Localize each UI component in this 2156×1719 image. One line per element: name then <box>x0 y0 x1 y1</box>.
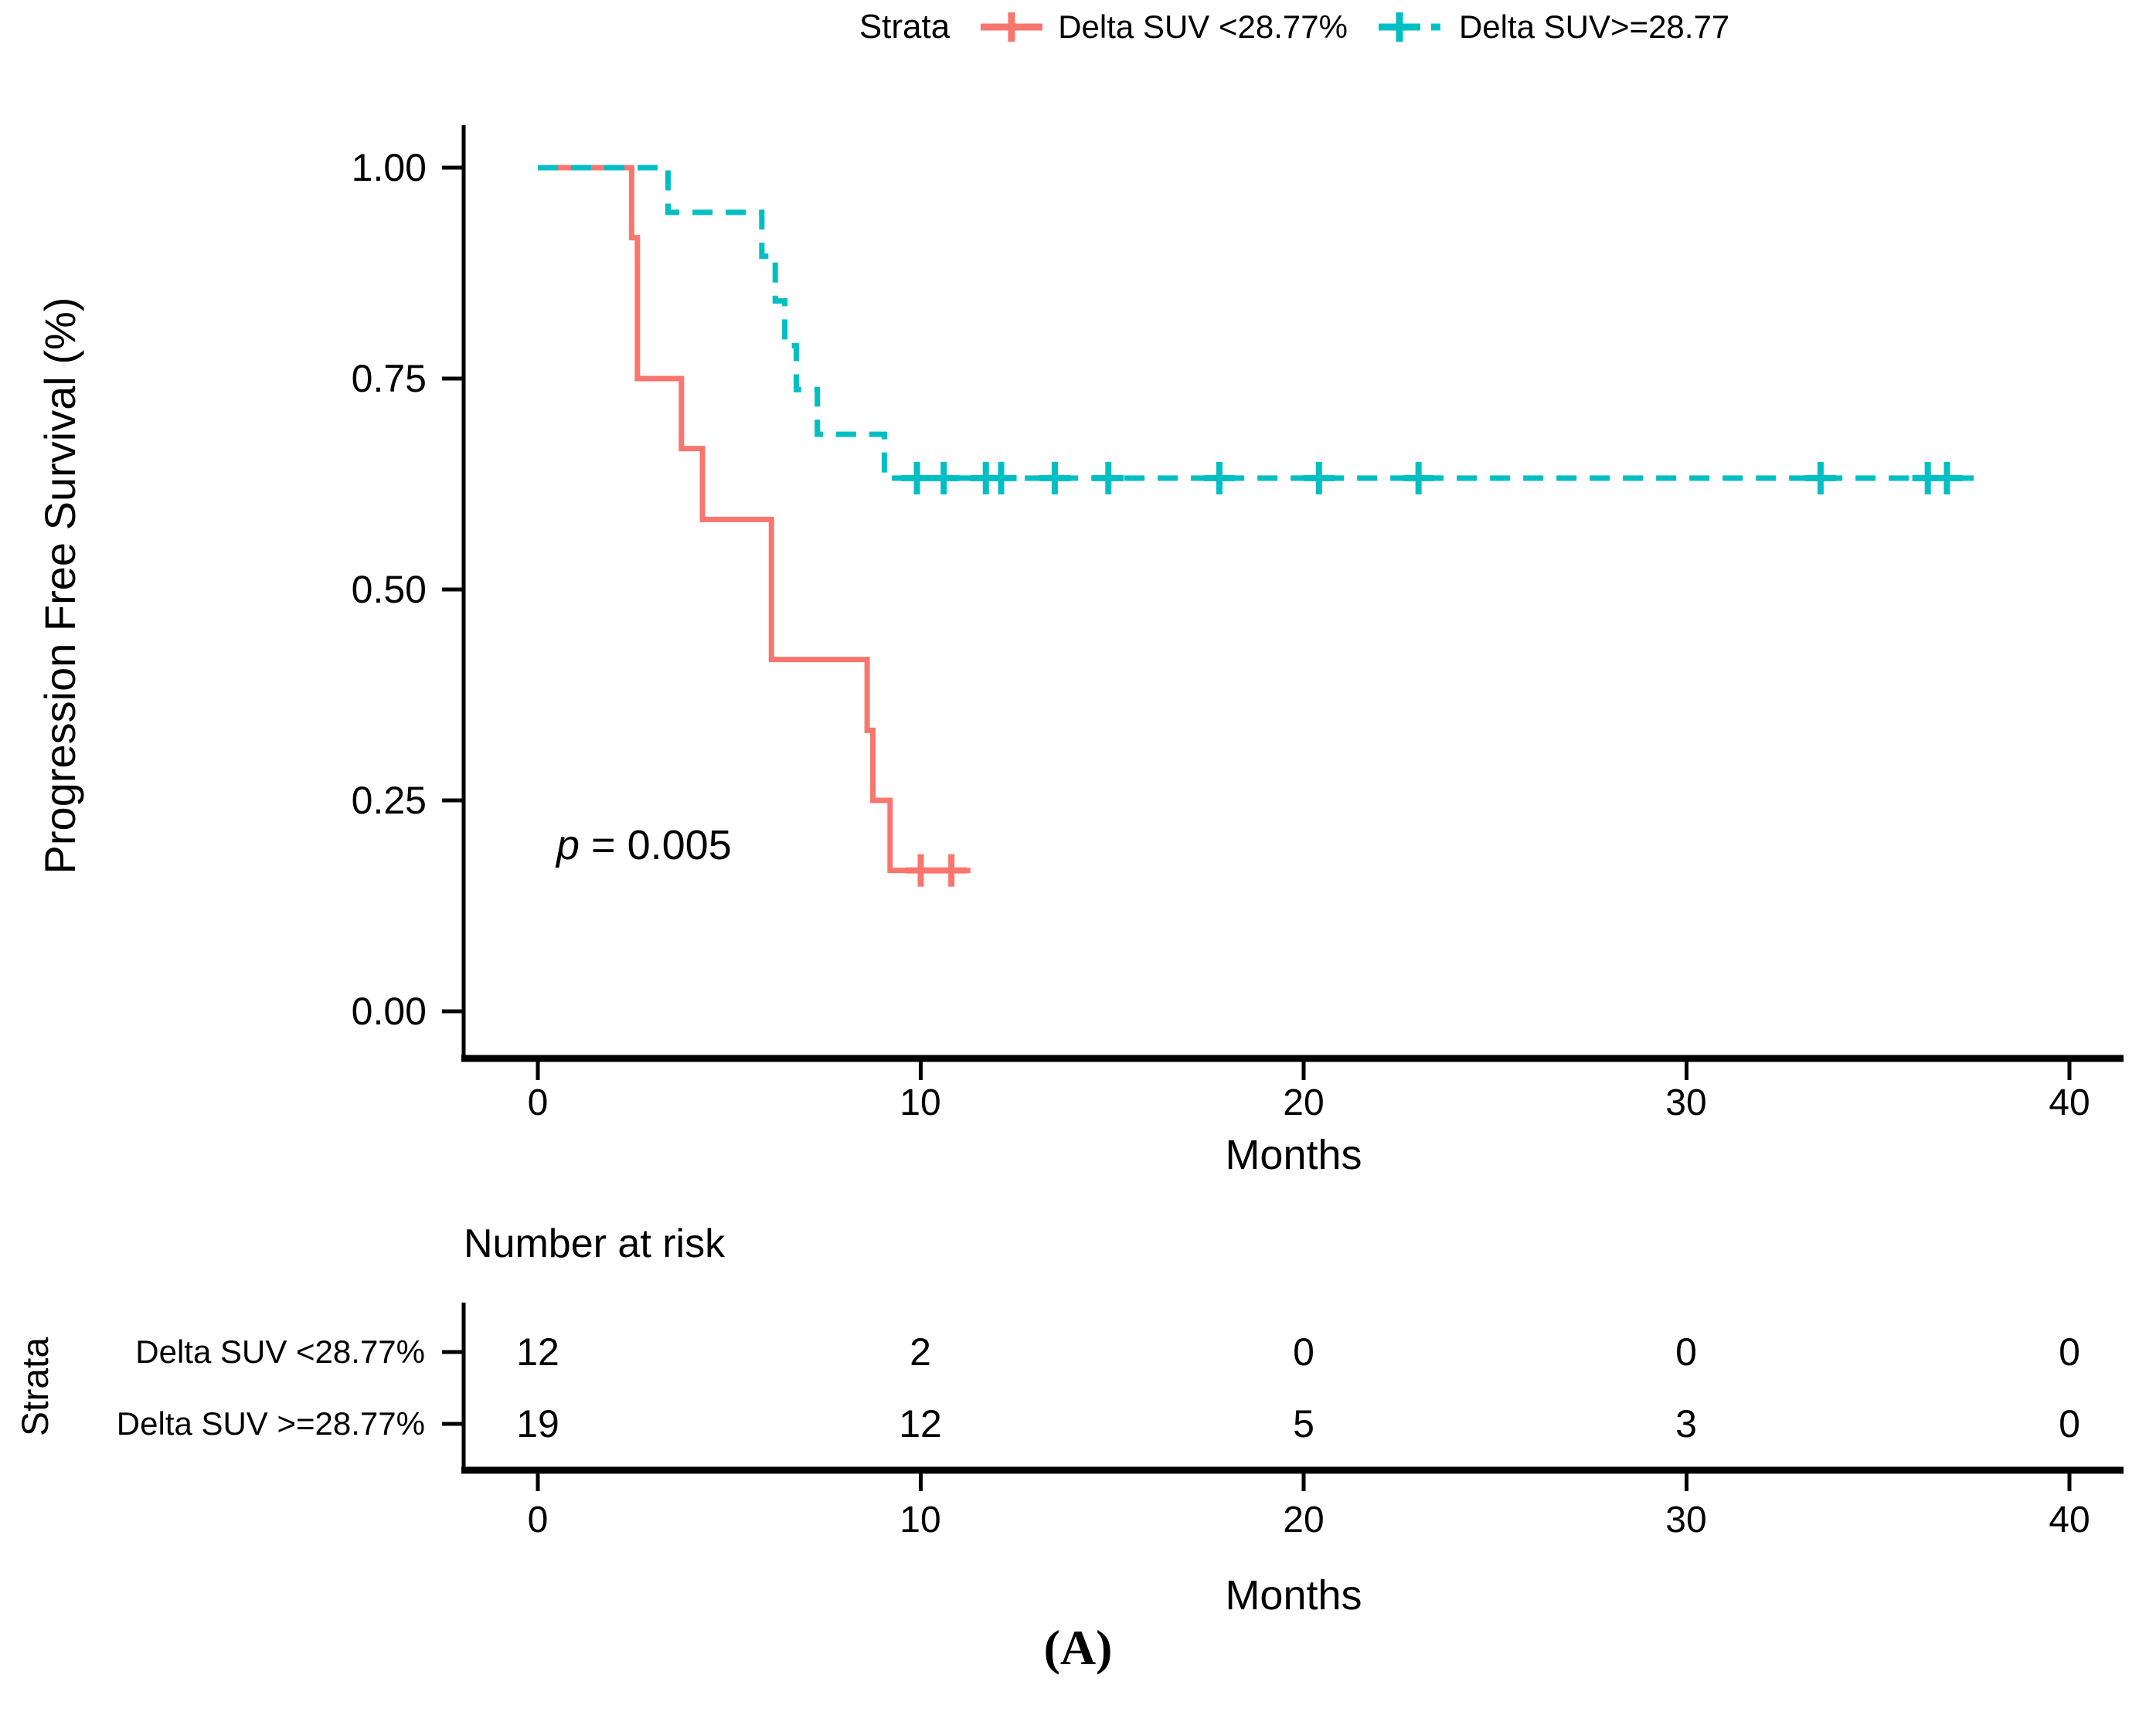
risk-table-x-ticks <box>536 1470 2072 1491</box>
legend-title: Strata <box>859 8 950 46</box>
risk-row-label: Delta SUV <28.77% <box>135 1333 425 1370</box>
dashed-line-cross-icon <box>1378 12 1440 42</box>
y-tick-label: 0.25 <box>351 779 427 822</box>
x-axis-ticks <box>536 1058 2072 1080</box>
y-tick-label: 0.75 <box>351 357 427 400</box>
x-tick-label: 20 <box>1283 1500 1325 1541</box>
figure-panel-label: (A) <box>1043 1620 1113 1675</box>
survival-curve-low <box>538 165 971 874</box>
y-axis-ticks <box>442 165 464 1014</box>
risk-count: 5 <box>1293 1402 1314 1446</box>
x-tick-label: 30 <box>1665 1500 1707 1541</box>
legend-item-high: Delta SUV>=28.77 <box>1376 5 1729 49</box>
y-tick-label: 1.00 <box>351 146 427 189</box>
risk-count: 0 <box>2059 1330 2080 1374</box>
risk-count: 0 <box>2059 1402 2080 1446</box>
solid-line-cross-icon <box>981 12 1043 42</box>
x-tick-label: 0 <box>527 1500 549 1541</box>
p-value-text: = 0.005 <box>580 822 732 868</box>
risk-table-row-ticks <box>442 1350 464 1426</box>
x-tick-label: 10 <box>899 1500 941 1541</box>
x-tick-label: 40 <box>2049 1500 2090 1541</box>
x-axis-title: Months <box>1225 1132 1362 1178</box>
risk-count: 12 <box>516 1330 559 1374</box>
risk-row-label: Delta SUV >=28.77% <box>116 1405 425 1442</box>
risk-count: 12 <box>899 1402 942 1446</box>
legend: Strata Delta SUV <28.77% Delta SUV>=28.7… <box>464 5 2125 49</box>
risk-count: 0 <box>1675 1330 1697 1374</box>
x-tick-label: 30 <box>1665 1082 1707 1123</box>
legend-item-label: Delta SUV <28.77% <box>1058 8 1348 45</box>
censor-marks-high <box>901 461 1963 494</box>
risk-table-x-axis-title: Months <box>1225 1572 1362 1619</box>
risk-count: 0 <box>1293 1330 1314 1374</box>
x-tick-label: 10 <box>899 1082 941 1123</box>
y-tick-label: 0.00 <box>351 990 427 1033</box>
risk-count: 19 <box>516 1402 559 1446</box>
survival-curve-high <box>538 165 1974 481</box>
p-value-annotation: p = 0.005 <box>556 822 732 868</box>
p-symbol: p <box>556 822 580 868</box>
y-tick-label: 0.50 <box>351 568 427 611</box>
legend-item-low: Delta SUV <28.77% <box>978 5 1348 49</box>
x-tick-label: 40 <box>2049 1082 2090 1123</box>
risk-count: 2 <box>910 1330 931 1374</box>
censor-marks-low <box>905 854 967 887</box>
risk-table-title: Number at risk <box>464 1221 726 1266</box>
x-tick-label: 20 <box>1283 1082 1325 1123</box>
risk-count: 3 <box>1675 1402 1697 1446</box>
x-tick-label: 0 <box>527 1082 549 1123</box>
legend-item-label: Delta SUV>=28.77 <box>1458 8 1730 45</box>
